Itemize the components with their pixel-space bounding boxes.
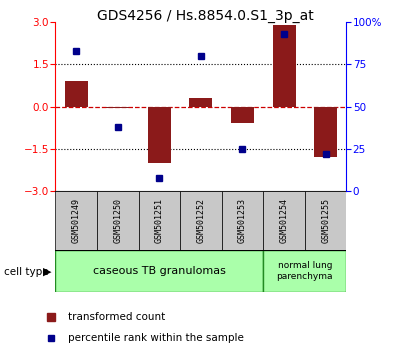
Bar <box>263 250 346 292</box>
Text: transformed count: transformed count <box>68 312 165 322</box>
Bar <box>263 191 304 250</box>
Text: GSM501249: GSM501249 <box>72 198 81 243</box>
Bar <box>180 191 221 250</box>
Text: GDS4256 / Hs.8854.0.S1_3p_at: GDS4256 / Hs.8854.0.S1_3p_at <box>97 9 312 23</box>
Text: GSM501250: GSM501250 <box>113 198 122 243</box>
Text: cell type: cell type <box>4 267 49 277</box>
Bar <box>97 191 138 250</box>
Bar <box>138 191 180 250</box>
Bar <box>231 107 253 124</box>
Text: normal lung
parenchyma: normal lung parenchyma <box>276 261 332 280</box>
Bar <box>189 98 212 107</box>
Text: ▶: ▶ <box>43 267 52 277</box>
Bar <box>313 107 336 157</box>
Bar <box>55 191 97 250</box>
Text: caseous TB granulomas: caseous TB granulomas <box>93 266 225 276</box>
Bar <box>55 250 263 292</box>
Text: GSM501252: GSM501252 <box>196 198 205 243</box>
Bar <box>272 25 295 107</box>
Text: percentile rank within the sample: percentile rank within the sample <box>68 332 243 343</box>
Text: GSM501251: GSM501251 <box>155 198 164 243</box>
Bar <box>65 81 88 107</box>
Text: GSM501254: GSM501254 <box>279 198 288 243</box>
Text: GSM501255: GSM501255 <box>320 198 329 243</box>
Bar <box>106 107 129 108</box>
Text: GSM501253: GSM501253 <box>237 198 246 243</box>
Bar <box>304 191 346 250</box>
Bar <box>221 191 263 250</box>
Bar <box>148 107 170 163</box>
